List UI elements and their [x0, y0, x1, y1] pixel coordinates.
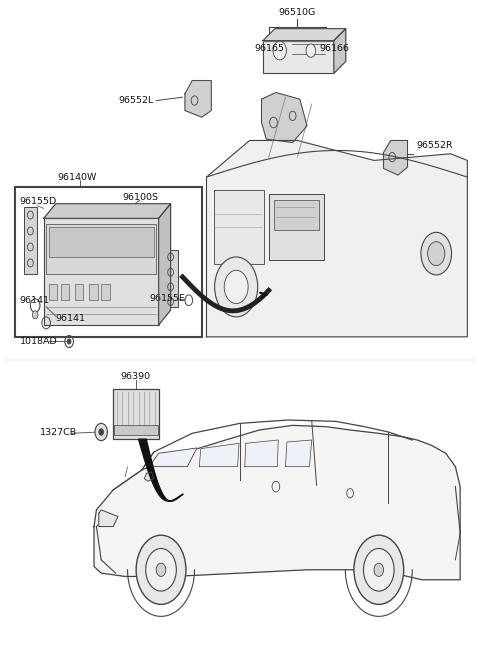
- Bar: [113, 389, 158, 439]
- Polygon shape: [149, 448, 197, 467]
- Circle shape: [156, 563, 166, 576]
- Text: 96100S: 96100S: [123, 193, 159, 201]
- Circle shape: [428, 241, 445, 265]
- Circle shape: [224, 270, 248, 303]
- Text: 96165: 96165: [254, 44, 284, 53]
- Bar: [24, 207, 37, 273]
- Circle shape: [99, 429, 104, 436]
- Bar: [48, 283, 57, 300]
- Bar: [269, 193, 324, 260]
- Bar: [263, 41, 334, 73]
- Text: 96166: 96166: [319, 44, 349, 53]
- Circle shape: [273, 41, 287, 60]
- Circle shape: [421, 232, 452, 275]
- Polygon shape: [199, 444, 239, 467]
- Circle shape: [67, 339, 71, 344]
- Circle shape: [374, 563, 384, 576]
- Text: 96155D: 96155D: [20, 197, 57, 206]
- Bar: [101, 283, 110, 300]
- Polygon shape: [99, 510, 118, 526]
- Bar: [214, 190, 264, 263]
- Text: 96552R: 96552R: [416, 141, 453, 150]
- Text: 1327CB: 1327CB: [40, 428, 77, 436]
- Bar: [46, 223, 156, 273]
- Circle shape: [136, 535, 186, 604]
- Bar: [15, 187, 202, 337]
- Polygon shape: [158, 203, 170, 325]
- Circle shape: [95, 424, 108, 441]
- Text: 96140W: 96140W: [58, 173, 97, 181]
- Polygon shape: [94, 426, 460, 580]
- Text: 96155E: 96155E: [149, 294, 185, 303]
- Bar: [44, 218, 158, 325]
- Text: 96510G: 96510G: [279, 8, 316, 17]
- Text: 96552L: 96552L: [118, 96, 153, 105]
- Polygon shape: [262, 93, 307, 143]
- Text: 96141: 96141: [56, 314, 86, 323]
- Polygon shape: [144, 472, 154, 482]
- Bar: [89, 283, 98, 300]
- Bar: [75, 283, 84, 300]
- Polygon shape: [44, 203, 170, 218]
- Text: 96390: 96390: [121, 372, 151, 382]
- Polygon shape: [286, 440, 312, 467]
- Circle shape: [215, 257, 258, 317]
- Bar: [114, 426, 157, 436]
- Bar: [48, 227, 154, 257]
- Circle shape: [32, 311, 38, 319]
- Bar: [274, 200, 319, 230]
- Polygon shape: [334, 29, 346, 73]
- Text: 96141: 96141: [20, 295, 50, 305]
- Polygon shape: [185, 81, 211, 117]
- Bar: [60, 283, 69, 300]
- Polygon shape: [263, 29, 346, 41]
- Polygon shape: [206, 141, 468, 337]
- Circle shape: [363, 548, 394, 591]
- Circle shape: [146, 548, 176, 591]
- Polygon shape: [245, 440, 278, 467]
- Polygon shape: [384, 141, 408, 175]
- Circle shape: [354, 535, 404, 604]
- Bar: [163, 250, 178, 307]
- Text: 1018AD: 1018AD: [20, 337, 58, 346]
- Circle shape: [306, 44, 316, 57]
